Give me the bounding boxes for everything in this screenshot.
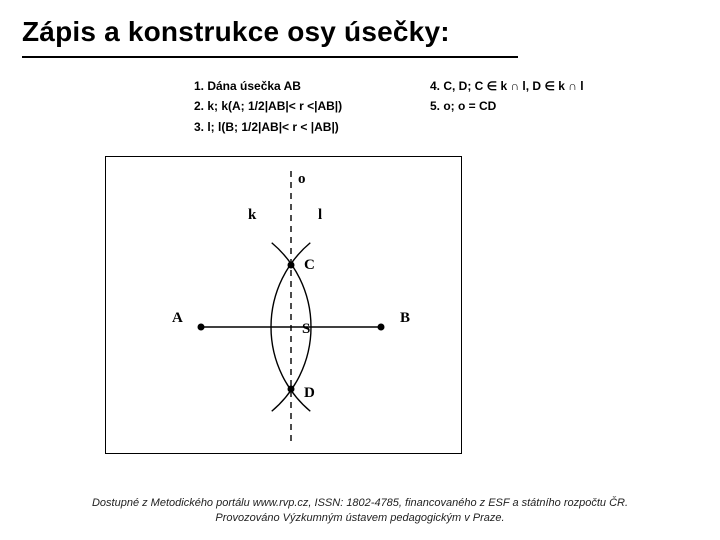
point-a [198, 324, 205, 331]
label-d: D [304, 385, 315, 401]
construction-steps-left: 1. Dána úsečka AB 2. k; k(A; 1/2|AB|< r … [194, 76, 342, 137]
footer-line-2: Provozováno Výzkumným ústavem pedagogick… [215, 512, 504, 524]
step-4: 4. C, D; C ∈ k ∩ l, D ∈ k ∩ l [430, 76, 584, 96]
construction-diagram: A B S C Dk l o [105, 156, 462, 454]
step-3: 3. l; l(B; 1/2|AB|< r < |AB|) [194, 117, 342, 137]
label-b: B [400, 310, 410, 326]
label-a: A [172, 310, 183, 326]
label-c: C [304, 257, 315, 273]
point-d [288, 386, 295, 393]
label-l: l [318, 207, 322, 223]
step-2: 2. k; k(A; 1/2|AB|< r <|AB|) [194, 96, 342, 116]
page-title: Zápis a konstrukce osy úsečky: [22, 16, 450, 48]
footer-line-1: Dostupné z Metodického portálu www.rvp.c… [92, 497, 628, 509]
label-k: k [248, 207, 257, 223]
label-o: o [298, 171, 306, 187]
point-b [378, 324, 385, 331]
diagram-svg: A B S C Dk l o [106, 157, 461, 453]
point-c [288, 262, 295, 269]
title-underline [22, 56, 518, 58]
step-5: 5. o; o = CD [430, 96, 584, 116]
construction-steps-right: 4. C, D; C ∈ k ∩ l, D ∈ k ∩ l 5. o; o = … [430, 76, 584, 117]
footer: Dostupné z Metodického portálu www.rvp.c… [0, 496, 720, 526]
label-s: S [302, 321, 310, 337]
step-1: 1. Dána úsečka AB [194, 76, 342, 96]
